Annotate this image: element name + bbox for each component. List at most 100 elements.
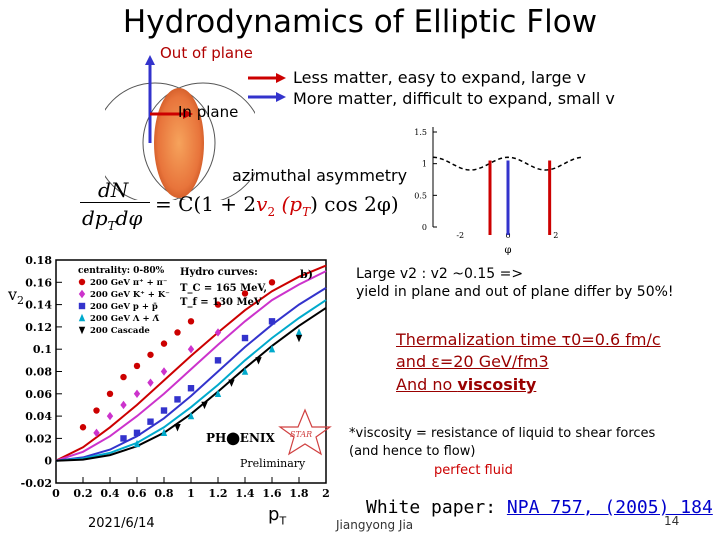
data-point-3	[187, 411, 195, 420]
legend-marker-4	[78, 326, 86, 335]
panel-label: b)	[300, 268, 313, 281]
formula-num: dN	[98, 178, 129, 202]
v2-x-tick-label: 1.2	[208, 487, 227, 500]
v2-plot: 0.180.160.140.120.10.080.060.040.020-0.0…	[7, 255, 332, 500]
legend-marker-0	[78, 278, 86, 286]
v2-x-tick-label: 1	[187, 487, 195, 500]
large-v2-line2: yield in plane and out of plane differ b…	[356, 284, 674, 300]
legend-marker-2	[78, 302, 86, 310]
v2-x-tick-label: 1.6	[262, 487, 281, 500]
v2-x-tick-label: 0.8	[154, 487, 173, 500]
white-paper-link[interactable]: NPA 757, (2005) 184	[506, 497, 713, 518]
v2-x-tick-label: 0.6	[127, 487, 146, 500]
data-point-0	[79, 424, 87, 431]
data-point-1	[120, 400, 127, 410]
data-point-4	[174, 424, 181, 432]
data-point-4	[255, 357, 262, 365]
white-paper-ref: White paper: NPA 757, (2005) 184	[366, 497, 713, 518]
nucleus-circle-right	[142, 82, 255, 200]
v2-y-tick-label: -0.02	[21, 477, 52, 490]
legend-marker-1	[78, 289, 86, 299]
cos-y-tick-label: 0.5	[414, 191, 427, 200]
data-point-2	[174, 396, 181, 403]
cos-y-tick-label: 1	[422, 160, 427, 169]
legend-entry-3: 200 GeV Λ + Λ̄	[90, 314, 160, 324]
v2-y-tick-label: 0	[44, 455, 52, 468]
viscosity-note-line2: (and hence to flow)	[349, 444, 476, 459]
legend-marker-3	[78, 313, 86, 322]
data-point-2	[268, 318, 276, 325]
data-point-1	[106, 411, 114, 421]
v2-y-tick-label: 0.18	[25, 255, 52, 267]
cos-curve	[432, 156, 584, 171]
data-point-0	[214, 301, 222, 308]
flow-formula: dN dpTdφ = C(1 + 2v2 (pT) cos 2φ)	[80, 178, 399, 238]
data-point-0	[120, 373, 127, 381]
legend-arrows	[248, 73, 286, 102]
data-point-1	[214, 328, 222, 337]
large-v2-line1: Large v2 : v2 ~0.15 =>	[356, 266, 524, 282]
thermalization-line2: and ε=20 GeV/fm3	[396, 352, 549, 371]
legend-entry-4: 200 Cascade	[90, 326, 150, 336]
star-label: STAR	[290, 430, 312, 439]
out-of-plane-label: Out of plane	[160, 44, 253, 62]
cos-x-label: φ	[504, 245, 511, 255]
data-point-0	[133, 362, 141, 370]
data-point-0	[174, 329, 181, 336]
hydro-curve-0	[55, 264, 327, 462]
v2-x-tick-label: 0.2	[73, 487, 92, 500]
hydro-title: Hydro curves:	[180, 267, 258, 278]
data-point-2	[187, 385, 195, 392]
red-arrow-text: Less matter, easy to expand, large v	[293, 68, 587, 87]
slide-page-number: 14	[664, 514, 680, 528]
v2-y-tick-label: 0.14	[25, 299, 52, 312]
v2-x-tick-label: 0.4	[100, 487, 119, 500]
hydro-curve-2	[55, 287, 327, 462]
phenix-label: PH⬤ENIX	[206, 431, 276, 446]
data-point-4	[228, 379, 235, 387]
formula-den: dpTdφ	[82, 206, 143, 233]
perfect-fluid-label: perfect fluid	[434, 463, 513, 478]
data-point-3	[133, 439, 141, 448]
data-point-1	[160, 367, 168, 376]
centrality-label: centrality: 0-80%	[78, 266, 165, 276]
v2-y-tick-label: 0.08	[25, 366, 52, 379]
data-point-2	[241, 334, 249, 342]
hydro-curve-3	[55, 299, 327, 462]
data-point-0	[187, 318, 195, 325]
data-point-2	[120, 435, 127, 442]
v2-y-tick-label: 0.02	[25, 432, 52, 445]
v2-x-tick-label: 0	[52, 487, 60, 500]
data-point-0	[147, 351, 154, 358]
v2-x-tick-label: 1.8	[289, 487, 308, 500]
data-point-3	[295, 328, 303, 336]
cos-x-tick-label: 2	[553, 231, 558, 240]
data-point-3	[160, 428, 168, 437]
v2-x-tick-label: 2	[322, 487, 330, 500]
data-point-4	[201, 401, 208, 410]
data-point-2	[214, 357, 222, 364]
data-point-1	[133, 389, 141, 398]
cos-y-tick-label: 0	[422, 223, 427, 232]
star-logo	[278, 408, 332, 456]
pt-axis-label: pT	[268, 504, 287, 528]
in-plane-label: In plane	[178, 103, 239, 121]
cos-x-tick-label: 0	[505, 231, 510, 240]
v2-x-tick-label: 1.4	[235, 487, 254, 500]
legend-entry-2: 200 GeV p + p̄	[90, 302, 158, 312]
azimuthal-label: azimuthal asymmetry	[232, 166, 408, 185]
v2-y-tick-label: 0.06	[25, 388, 52, 401]
cosine-plot: 1.5 1 0.5 0 -2 0 2 φ	[414, 127, 584, 255]
data-point-1	[147, 378, 154, 387]
data-point-1	[187, 345, 195, 354]
formula-fraction-bar	[80, 202, 150, 203]
blue-arrow-text: More matter, difficult to expand, small …	[293, 89, 615, 108]
v2-axis-label: v2	[7, 285, 24, 307]
thermalization-line1: Thermalization time τ0=0.6 fm/c	[396, 330, 661, 349]
thermalization-line3: And no viscosity	[396, 375, 537, 394]
hydro-tc: T_C = 165 MeV,	[180, 283, 267, 294]
v2-y-tick-label: 0.16	[25, 276, 52, 289]
data-point-0	[106, 390, 114, 397]
cos-y-tick-label: 1.5	[414, 128, 427, 137]
data-point-2	[133, 429, 141, 437]
